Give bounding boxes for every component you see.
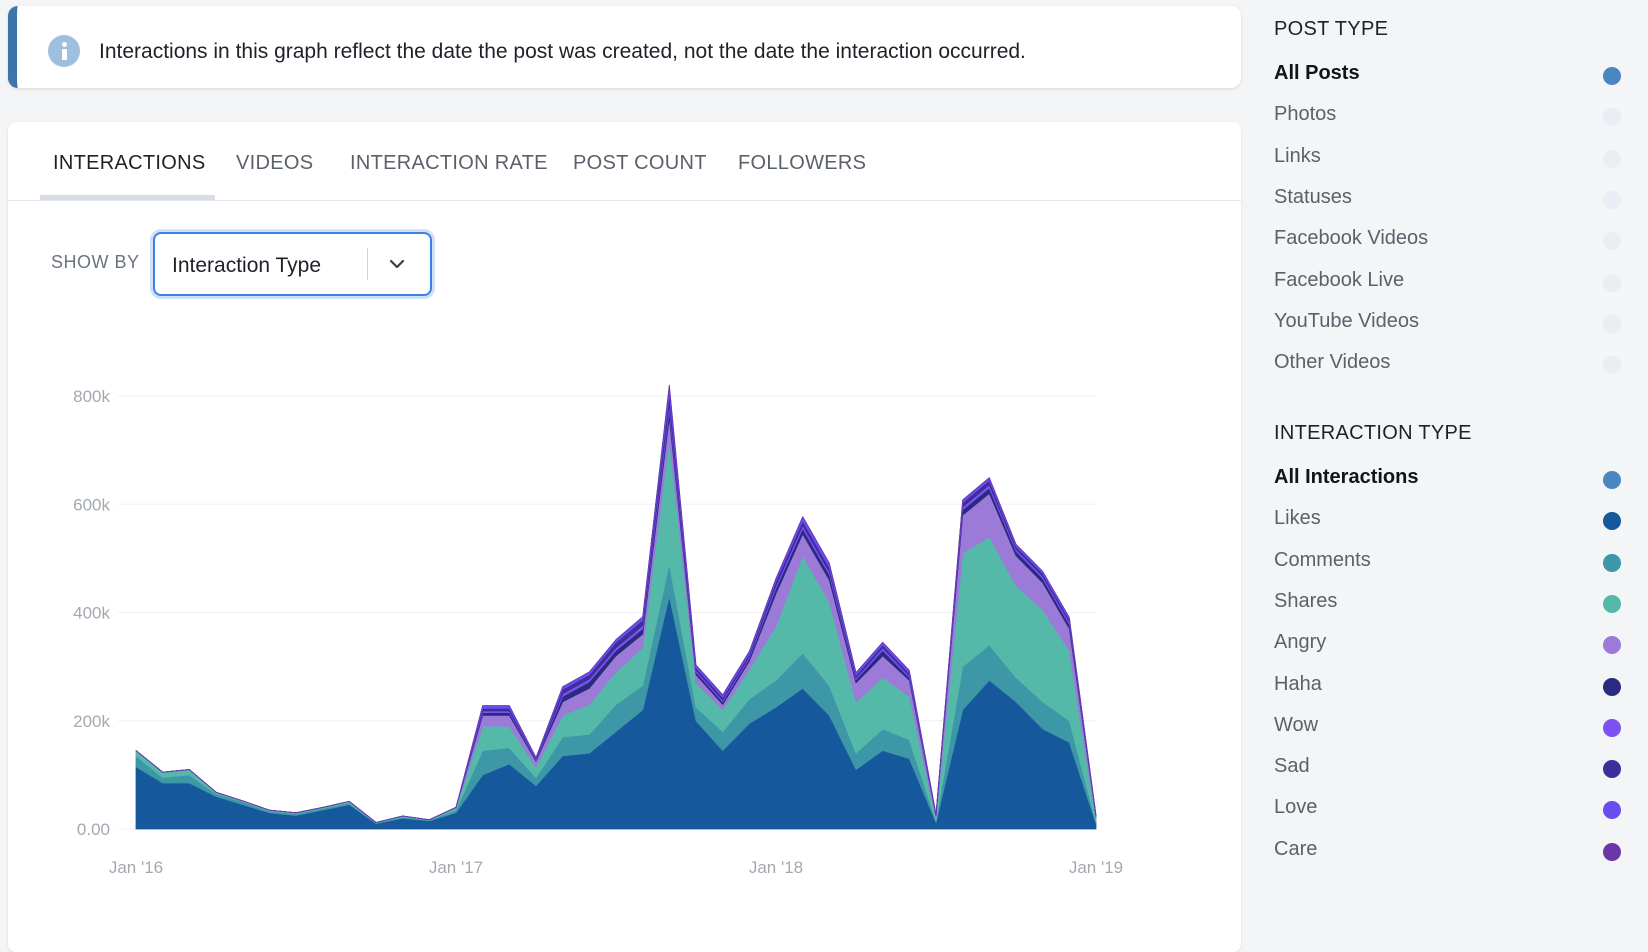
post-type-label: YouTube Videos (1274, 309, 1419, 332)
post-type-label: Facebook Live (1274, 268, 1405, 291)
interaction-type-color-dot (1603, 801, 1621, 820)
interaction-type-label: Likes (1274, 507, 1321, 530)
y-tick-label: 400k (73, 604, 110, 623)
filter-sidebar: POST TYPE All Posts Photos Links Statuses Fa… (1262, 0, 1648, 948)
post-type-label: Photos (1274, 103, 1337, 126)
post-type-label: Links (1274, 144, 1321, 167)
tab-followers[interactable]: FOLLOWERS (738, 152, 867, 174)
interaction-type-label: Wow (1274, 713, 1319, 736)
post-type-all-posts[interactable]: All Posts (1274, 62, 1624, 92)
interaction-type-label: Angry (1274, 631, 1327, 654)
chart-areas (135, 384, 1097, 830)
tab-post-count[interactable]: POST COUNT (573, 152, 707, 174)
post-type-color-dot (1603, 149, 1621, 168)
y-tick-label: 600k (73, 495, 110, 514)
interaction-type-sad[interactable]: Sad (1274, 755, 1624, 785)
x-tick-label: Jan '18 (749, 858, 803, 877)
post-type-photos[interactable]: Photos (1274, 103, 1624, 133)
interaction-type-haha[interactable]: Haha (1274, 673, 1624, 703)
interaction-type-label: Haha (1274, 672, 1322, 695)
post-type-facebook-live[interactable]: Facebook Live (1274, 269, 1624, 299)
info-banner-text: Interactions in this graph reflect the d… (99, 40, 1026, 63)
interaction-type-color-dot (1603, 842, 1621, 861)
post-type-color-dot (1603, 314, 1621, 333)
post-type-label: All Posts (1274, 62, 1360, 84)
post-type-other-videos[interactable]: Other Videos (1274, 351, 1624, 381)
post-type-color-dot (1603, 232, 1621, 251)
y-axis: 0.00 200k 400k 600k 800k (73, 387, 110, 839)
x-tick-label: Jan '17 (429, 858, 483, 877)
interaction-type-color-dot (1603, 553, 1621, 572)
show-by-selected-value: Interaction Type (172, 254, 322, 277)
interaction-type-wow[interactable]: Wow (1274, 714, 1624, 744)
chevron-down-icon[interactable] (387, 254, 407, 274)
post-type-color-dot (1603, 67, 1621, 85)
interaction-type-label: Love (1274, 796, 1318, 819)
show-by-dropdown[interactable]: Interaction Type (153, 232, 432, 296)
interaction-type-color-dot (1603, 760, 1621, 779)
interaction-type-title: INTERACTION TYPE (1274, 422, 1472, 444)
tab-videos[interactable]: VIDEOS (236, 152, 314, 174)
interaction-type-love[interactable]: Love (1274, 796, 1624, 826)
post-type-title: POST TYPE (1274, 18, 1389, 40)
info-icon (48, 35, 80, 67)
interaction-type-color-dot (1603, 471, 1621, 489)
tab-interactions[interactable]: INTERACTIONS (53, 152, 206, 174)
post-type-label: Facebook Videos (1274, 227, 1429, 250)
chart-panel: INTERACTIONS VIDEOS INTERACTION RATE POS… (8, 122, 1241, 952)
post-type-facebook-videos[interactable]: Facebook Videos (1274, 227, 1624, 257)
interaction-type-label: All Interactions (1274, 466, 1419, 488)
interaction-type-care[interactable]: Care (1274, 838, 1624, 868)
interaction-type-color-dot (1603, 512, 1621, 531)
x-tick-label: Jan '16 (109, 858, 163, 877)
show-by-label: SHOW BY (51, 252, 140, 272)
interaction-type-color-dot (1603, 677, 1621, 696)
interaction-type-color-dot (1603, 594, 1621, 613)
post-type-links[interactable]: Links (1274, 145, 1624, 175)
interaction-type-shares[interactable]: Shares (1274, 590, 1624, 620)
tab-bar: INTERACTIONS VIDEOS INTERACTION RATE POS… (8, 122, 1241, 201)
x-tick-label: Jan '19 (1069, 858, 1123, 877)
dropdown-divider (367, 248, 368, 280)
area-series-care (135, 384, 1097, 823)
post-type-label: Statuses (1274, 185, 1352, 208)
interaction-type-color-dot (1603, 718, 1621, 737)
tab-interaction-rate[interactable]: INTERACTION RATE (350, 152, 548, 174)
post-type-statuses[interactable]: Statuses (1274, 186, 1624, 216)
post-type-color-dot (1603, 108, 1621, 127)
interaction-type-label: Comments (1274, 548, 1371, 571)
post-type-label: Other Videos (1274, 351, 1391, 374)
post-type-color-dot (1603, 190, 1621, 209)
y-tick-label: 200k (73, 712, 110, 731)
y-tick-label: 0.00 (77, 820, 110, 839)
interaction-type-comments[interactable]: Comments (1274, 549, 1624, 579)
x-axis: Jan '16 Jan '17 Jan '18 Jan '19 (109, 858, 1123, 877)
interaction-type-label: Sad (1274, 755, 1310, 778)
interaction-type-color-dot (1603, 636, 1621, 655)
y-tick-label: 800k (73, 387, 110, 406)
interaction-type-angry[interactable]: Angry (1274, 631, 1624, 661)
info-banner: Interactions in this graph reflect the d… (8, 6, 1241, 88)
post-type-color-dot (1603, 356, 1621, 375)
interaction-type-likes[interactable]: Likes (1274, 507, 1624, 537)
post-type-youtube-videos[interactable]: YouTube Videos (1274, 310, 1624, 340)
interaction-type-all-interactions[interactable]: All Interactions (1274, 466, 1624, 496)
interaction-type-label: Care (1274, 837, 1318, 860)
interaction-type-label: Shares (1274, 589, 1338, 612)
active-tab-indicator (40, 195, 215, 200)
post-type-color-dot (1603, 273, 1621, 292)
